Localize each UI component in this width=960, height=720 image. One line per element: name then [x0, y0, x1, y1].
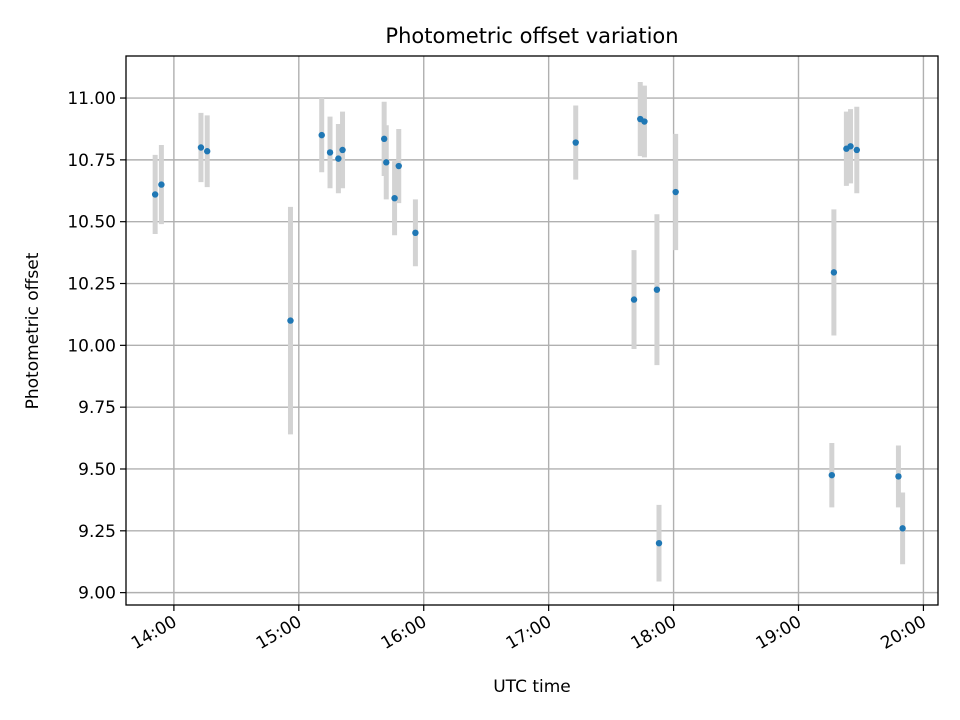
x-tick-label: 15:00 — [253, 612, 305, 654]
data-point — [572, 139, 579, 146]
data-point — [412, 229, 419, 237]
x-axis-ticks: 14:00 15:00 16:00 17:00 18:00 19:00 20:00 — [128, 605, 930, 654]
chart-title: Photometric offset variation — [385, 24, 678, 48]
x-tick-label: 20:00 — [877, 612, 929, 654]
y-tick-label: 10.50 — [67, 213, 116, 233]
data-point — [853, 146, 860, 154]
data-point — [383, 159, 390, 166]
x-tick-label: 14:00 — [128, 612, 180, 654]
data-point — [653, 286, 661, 293]
x-tick-label: 16:00 — [378, 612, 430, 654]
y-tick-label: 9.25 — [78, 522, 116, 542]
data-point — [655, 539, 663, 547]
data-point — [335, 155, 342, 162]
y-tick-label: 9.75 — [78, 398, 116, 418]
y-axis-ticks: 9.00 9.25 9.50 9.75 10.00 10.25 10.50 10.75 11.0… — [67, 89, 126, 604]
x-tick-label: 17:00 — [503, 612, 555, 654]
x-tick-label: 19:00 — [753, 612, 805, 654]
data-point — [151, 191, 159, 198]
data-point — [395, 162, 402, 170]
data-points — [151, 115, 906, 547]
y-tick-label: 9.50 — [78, 460, 116, 480]
y-tick-label: 9.00 — [78, 584, 116, 604]
grid-lines — [126, 56, 938, 605]
data-point — [391, 194, 398, 202]
x-tick-label: 18:00 — [628, 612, 680, 654]
data-point — [672, 188, 679, 196]
data-point — [197, 144, 205, 151]
y-axis-label: Photometric offset — [23, 252, 43, 409]
data-point — [847, 143, 854, 150]
plot-frame — [125, 55, 939, 606]
data-point — [318, 131, 325, 139]
data-point — [158, 181, 165, 188]
data-point — [895, 473, 902, 480]
data-point — [287, 317, 294, 324]
y-tick-label: 10.75 — [67, 151, 116, 171]
data-point — [380, 135, 388, 143]
data-point — [830, 269, 838, 276]
data-point — [641, 118, 648, 125]
y-tick-label: 11.00 — [67, 89, 116, 109]
data-point — [630, 296, 638, 303]
x-axis-label: UTC time — [493, 677, 571, 697]
data-point — [204, 148, 211, 155]
data-point — [326, 149, 334, 156]
data-point — [339, 146, 346, 154]
data-point — [899, 525, 906, 532]
y-tick-label: 10.00 — [67, 336, 116, 356]
error-bars — [152, 81, 906, 582]
data-point — [828, 471, 836, 479]
y-tick-label: 10.25 — [67, 275, 116, 295]
